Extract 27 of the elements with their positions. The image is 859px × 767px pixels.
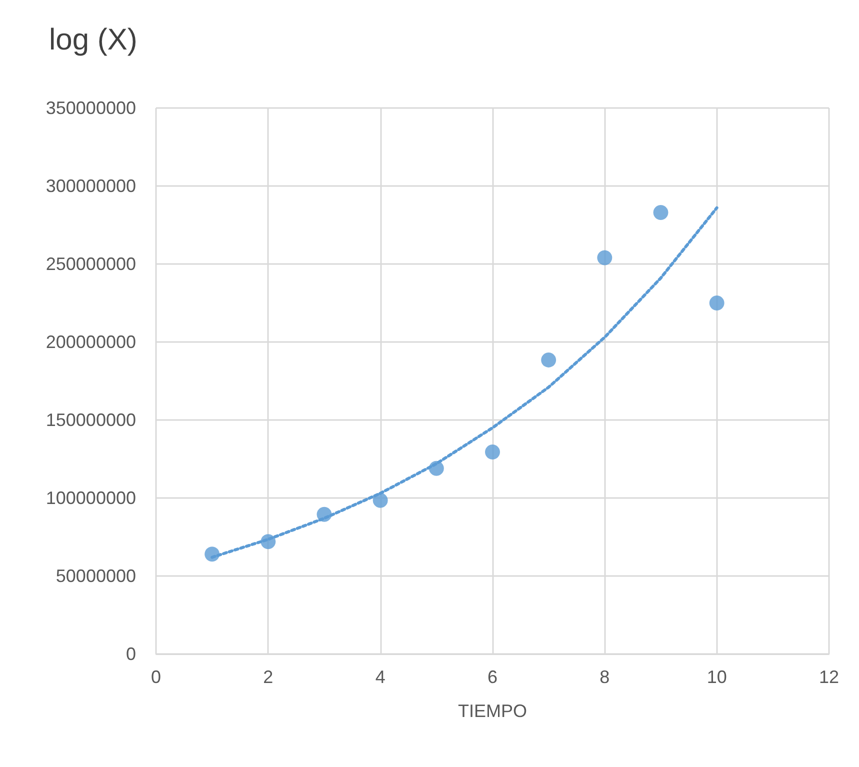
y-tick-label: 50000000 [56,566,136,586]
point [316,506,332,522]
point [260,534,276,550]
y-tick-label: 0 [126,644,136,664]
point [204,546,220,562]
x-tick-label: 0 [150,667,162,687]
x-tick-label: 8 [600,667,610,687]
x-tick-label: 2 [263,667,274,687]
point [541,352,556,368]
point [597,250,612,266]
x-tick-label: 6 [487,667,498,687]
point [709,296,724,310]
chart-title: log (X) [49,24,138,56]
x-axis-title: TIEMPO [458,701,528,721]
y-tick-label: 250000000 [46,254,136,274]
y-tick-label: 350000000 [46,98,136,118]
y-tick-label: 200000000 [46,332,136,352]
y-tick-label: 300000000 [46,176,136,196]
x-tick-label: 4 [375,667,386,687]
point [653,205,668,220]
x-tick-label: 12 [818,667,840,687]
point [372,492,388,508]
point [485,444,500,460]
point [428,460,444,476]
x-tick-label: 10 [706,667,727,687]
y-tick-label: 150000000 [46,410,136,430]
y-tick-label: 100000000 [46,488,136,508]
